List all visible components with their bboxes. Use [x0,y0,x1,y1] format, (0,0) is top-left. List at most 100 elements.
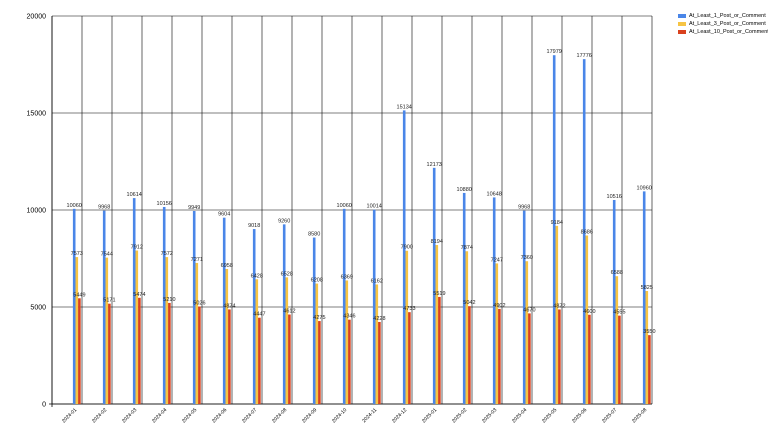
x-tick-label: 2025-04 [511,407,528,424]
bar [588,314,591,404]
data-label: 6958 [221,263,233,269]
bar [345,280,349,404]
data-label: 4733 [403,306,415,312]
data-label: 7360 [521,255,533,261]
x-tick-label: 2025-05 [541,407,558,424]
x-tick-label: 2024-04 [151,407,168,424]
x-tick-label: 2025-08 [631,407,648,424]
data-label: 7271 [191,257,203,263]
bar [522,210,526,404]
y-tick-label: 15000 [27,111,47,118]
x-tick-label: 2024-08 [271,407,288,424]
legend-swatch [678,21,686,26]
bar [288,314,291,404]
data-label: 7572 [161,251,173,257]
bar [498,308,501,404]
bar [372,209,376,404]
data-label: 10014 [367,204,382,210]
bar [225,269,229,404]
bar [282,224,286,404]
legend-swatch [678,13,686,18]
data-label: 5171 [103,298,115,304]
data-label: 7912 [131,245,143,251]
data-label: 5210 [163,297,175,303]
data-label: 3550 [643,329,655,335]
grid-lines [51,15,653,405]
data-label: 6162 [371,278,383,284]
data-label: 10156 [157,201,172,207]
data-label: 9949 [188,205,200,211]
bar [648,335,651,404]
bar [72,208,76,404]
bar [168,302,171,404]
x-tick-label: 2025-01 [421,407,438,424]
bar [378,321,381,404]
y-tick-label: 10000 [27,208,47,215]
bar [222,217,226,404]
data-label: 10880 [457,187,472,193]
data-label: 4612 [283,309,295,315]
x-tick-label: 2024-02 [91,407,108,424]
bar [582,59,586,404]
data-label: 5042 [463,300,475,306]
data-label: 15134 [397,104,412,110]
data-label: 4872 [553,303,565,309]
x-tick-label: 2024-12 [391,407,408,424]
bar [495,263,499,404]
bar-series [72,55,651,405]
data-label: 9260 [278,218,290,224]
data-label: 4555 [613,310,625,316]
bar [408,312,411,404]
bar [645,290,649,404]
x-tick-label: 2024-09 [301,407,318,424]
chart-legend: At_Least_1_Post_or_Comment At_Least_3_Pos… [678,12,768,36]
x-tick-label: 2024-11 [361,407,378,424]
x-tick-label: 2025-06 [571,407,588,424]
data-label: 10648 [487,191,502,197]
data-label: 8194 [431,239,443,245]
bar [312,237,316,404]
bar [252,229,256,404]
bar [192,210,196,404]
legend-swatch [678,29,686,34]
data-label: 8686 [581,229,593,235]
data-labels: 10060 7573 5449 9968 7544 5171 10614 7912 5474 10… [67,49,656,335]
bar [198,306,201,404]
data-label: 4447 [253,312,265,318]
data-label: 4600 [583,309,595,315]
x-tick-label: 2025-07 [601,407,618,424]
bar [585,235,589,404]
data-label: 17979 [547,49,562,55]
bar [75,257,79,404]
data-label: 6369 [341,274,353,280]
data-label: 10960 [637,185,652,191]
data-label: 6428 [251,273,263,279]
data-label: 5474 [133,292,145,298]
data-label: 4346 [343,314,355,320]
bar [492,197,496,404]
data-label: 6208 [311,278,323,284]
legend-item: At_Least_1_Post_or_Comment [678,12,766,19]
bar [402,110,406,405]
bar [462,192,466,404]
bar [135,250,139,404]
bar [318,321,321,404]
x-tick-label: 2024-10 [331,407,348,424]
bar [525,261,529,404]
data-label: 4228 [373,316,385,322]
data-label: 17776 [577,53,592,59]
bar [642,191,646,404]
bar [162,206,166,404]
bar [468,306,471,404]
legend-label: At_Least_1_Post_or_Comment [689,12,766,19]
legend-label: At_Least_10_Post_or_Comment [689,28,768,35]
data-label: 7544 [101,252,113,258]
data-label: 4670 [523,307,535,313]
bar [612,199,616,404]
bar [618,315,621,404]
bar [375,284,379,404]
data-label: 6588 [611,270,623,276]
bar [438,296,441,404]
data-label: 10060 [67,203,82,209]
legend-item: At_Least_3_Post_or_Comment [678,20,766,27]
